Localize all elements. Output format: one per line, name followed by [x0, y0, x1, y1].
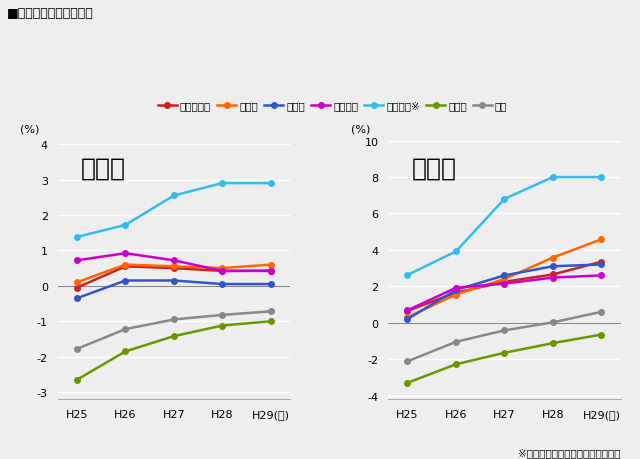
Text: 商業地: 商業地 — [412, 156, 456, 180]
Legend: 三大都市圈, 東京圈, 大阪圈, 名古屋圈, 地方四市※, 地方圈, 全国: 三大都市圈, 東京圈, 大阪圈, 名古屋圈, 地方四市※, 地方圈, 全国 — [154, 97, 511, 115]
Text: ※札幌市・仙台市・広島市・福岡市: ※札幌市・仙台市・広島市・福岡市 — [518, 447, 621, 457]
Text: (%): (%) — [20, 124, 40, 134]
Text: 住宅地: 住宅地 — [81, 156, 126, 180]
Text: ■基準地価の変動率推移: ■基準地価の変動率推移 — [6, 7, 93, 20]
Text: (%): (%) — [351, 124, 370, 134]
